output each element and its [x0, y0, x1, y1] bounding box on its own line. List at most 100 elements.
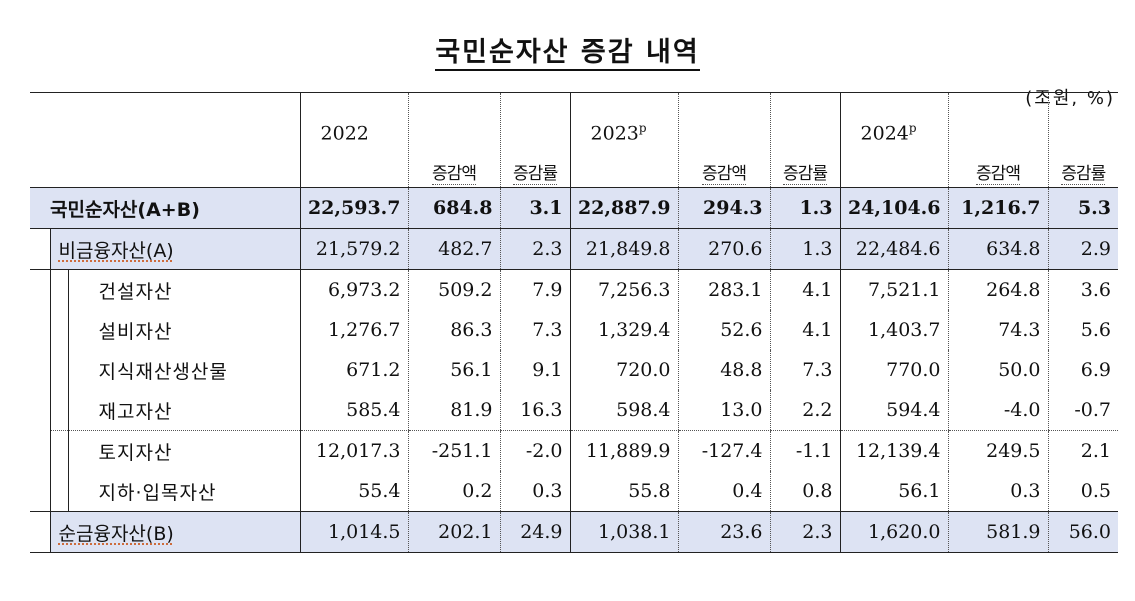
cell: 24,104.6 — [839, 187, 949, 229]
cell: 5.6 — [1047, 310, 1119, 350]
cell: 202.1 — [407, 511, 501, 553]
cell: 7,521.1 — [839, 269, 949, 310]
cell: 509.2 — [407, 269, 501, 310]
table-row: 지식재산생산물 671.2 56.1 9.1 720.0 48.8 7.3 77… — [30, 350, 1119, 390]
indent — [30, 350, 50, 390]
cell: 5.3 — [1047, 187, 1119, 229]
table-row: 순금융자산(B) 1,014.5 202.1 24.9 1,038.1 23.6… — [30, 511, 1119, 553]
cell: -4.0 — [947, 390, 1049, 431]
row-label: 순금융자산(B) — [49, 511, 301, 553]
header-change-rate: 증감률 — [1047, 92, 1119, 188]
cell: 74.3 — [947, 310, 1049, 350]
indent — [49, 310, 68, 350]
indent — [30, 431, 50, 472]
cell: 684.8 — [407, 187, 501, 229]
cell: 6,973.2 — [299, 269, 409, 310]
header-change-amount: 증감액 — [677, 92, 771, 188]
cell: 56.0 — [1047, 511, 1119, 553]
cell: 0.4 — [677, 471, 771, 512]
table-row: 건설자산 6,973.2 509.2 7.9 7,256.3 283.1 4.1… — [30, 269, 1119, 310]
header-corner — [30, 92, 301, 188]
indent — [30, 471, 50, 512]
net-assets-table: 2022 증감액 증감률 2023p 증감액 증감률 2024p 증감액 증감률… — [30, 92, 1119, 553]
cell: 0.3 — [947, 471, 1049, 512]
header-year-2023: 2023p — [569, 92, 679, 188]
row-label: 재고자산 — [67, 390, 301, 431]
cell: 52.6 — [677, 310, 771, 350]
cell: 270.6 — [677, 228, 771, 270]
cell: 1.3 — [769, 187, 841, 229]
indent — [49, 350, 68, 390]
table-row: 재고자산 585.4 81.9 16.3 598.4 13.0 2.2 594.… — [30, 390, 1119, 431]
cell: 2.3 — [769, 511, 841, 553]
indent — [49, 471, 68, 512]
cell: -127.4 — [677, 430, 771, 471]
cell: 1,216.7 — [947, 187, 1049, 229]
table-row: 설비자산 1,276.7 86.3 7.3 1,329.4 52.6 4.1 1… — [30, 310, 1119, 350]
cell: 720.0 — [569, 350, 679, 390]
cell: 22,593.7 — [299, 187, 409, 229]
cell: 283.1 — [677, 269, 771, 310]
header-year-2022: 2022 — [299, 92, 409, 188]
table-row: 비금융자산(A) 21,579.2 482.7 2.3 21,849.8 270… — [30, 228, 1119, 270]
indent — [30, 511, 50, 553]
cell: 21,849.8 — [569, 228, 679, 270]
header-row: 2022 증감액 증감률 2023p 증감액 증감률 2024p 증감액 증감률 — [30, 92, 1119, 188]
cell: 0.3 — [499, 471, 571, 512]
indent — [49, 430, 68, 471]
cell: 634.8 — [947, 228, 1049, 270]
cell: 7.9 — [499, 269, 571, 310]
indent — [30, 310, 50, 350]
cell: 2.1 — [1047, 430, 1119, 471]
cell: 13.0 — [677, 390, 771, 431]
cell: 1,620.0 — [839, 511, 949, 553]
cell: 7.3 — [499, 310, 571, 350]
cell: 1,014.5 — [299, 511, 409, 553]
cell: 22,484.6 — [839, 228, 949, 270]
cell: 0.5 — [1047, 471, 1119, 512]
indent — [30, 390, 50, 431]
header-change-amount: 증감액 — [947, 92, 1049, 188]
cell: 585.4 — [299, 390, 409, 431]
cell: 56.1 — [407, 350, 501, 390]
cell: 7,256.3 — [569, 269, 679, 310]
table-row: 토지자산 12,017.3 -251.1 -2.0 11,889.9 -127.… — [30, 430, 1119, 472]
cell: 594.4 — [839, 390, 949, 431]
cell: 24.9 — [499, 511, 571, 553]
cell: 56.1 — [839, 471, 949, 512]
indent — [30, 228, 50, 270]
cell: 7.3 — [769, 350, 841, 390]
indent — [30, 269, 50, 310]
cell: 1,329.4 — [569, 310, 679, 350]
table-row: 국민순자산(A+B) 22,593.7 684.8 3.1 22,887.9 2… — [30, 187, 1119, 229]
header-change-amount: 증감액 — [407, 92, 501, 188]
row-label: 건설자산 — [67, 269, 301, 310]
cell: 11,889.9 — [569, 430, 679, 471]
row-label: 토지자산 — [67, 430, 301, 471]
cell: 22,887.9 — [569, 187, 679, 229]
cell: 294.3 — [677, 187, 771, 229]
cell: 23.6 — [677, 511, 771, 553]
cell: 1,403.7 — [839, 310, 949, 350]
cell: 581.9 — [947, 511, 1049, 553]
cell: 598.4 — [569, 390, 679, 431]
cell: 4.1 — [769, 269, 841, 310]
row-label: 국민순자산(A+B) — [30, 187, 301, 229]
cell: -251.1 — [407, 430, 501, 471]
cell: 770.0 — [839, 350, 949, 390]
header-year-2024: 2024p — [839, 92, 949, 188]
row-label: 지식재산생산물 — [67, 350, 301, 390]
cell: 48.8 — [677, 350, 771, 390]
cell: -0.7 — [1047, 390, 1119, 431]
cell: 21,579.2 — [299, 228, 409, 270]
row-label: 지하·입목자산 — [67, 471, 301, 512]
cell: 249.5 — [947, 430, 1049, 471]
cell: 1,038.1 — [569, 511, 679, 553]
cell: -2.0 — [499, 430, 571, 471]
cell: 55.4 — [299, 471, 409, 512]
cell: 9.1 — [499, 350, 571, 390]
cell: 2.2 — [769, 390, 841, 431]
cell: 55.8 — [569, 471, 679, 512]
header-change-rate: 증감률 — [499, 92, 571, 188]
cell: 2.9 — [1047, 228, 1119, 270]
